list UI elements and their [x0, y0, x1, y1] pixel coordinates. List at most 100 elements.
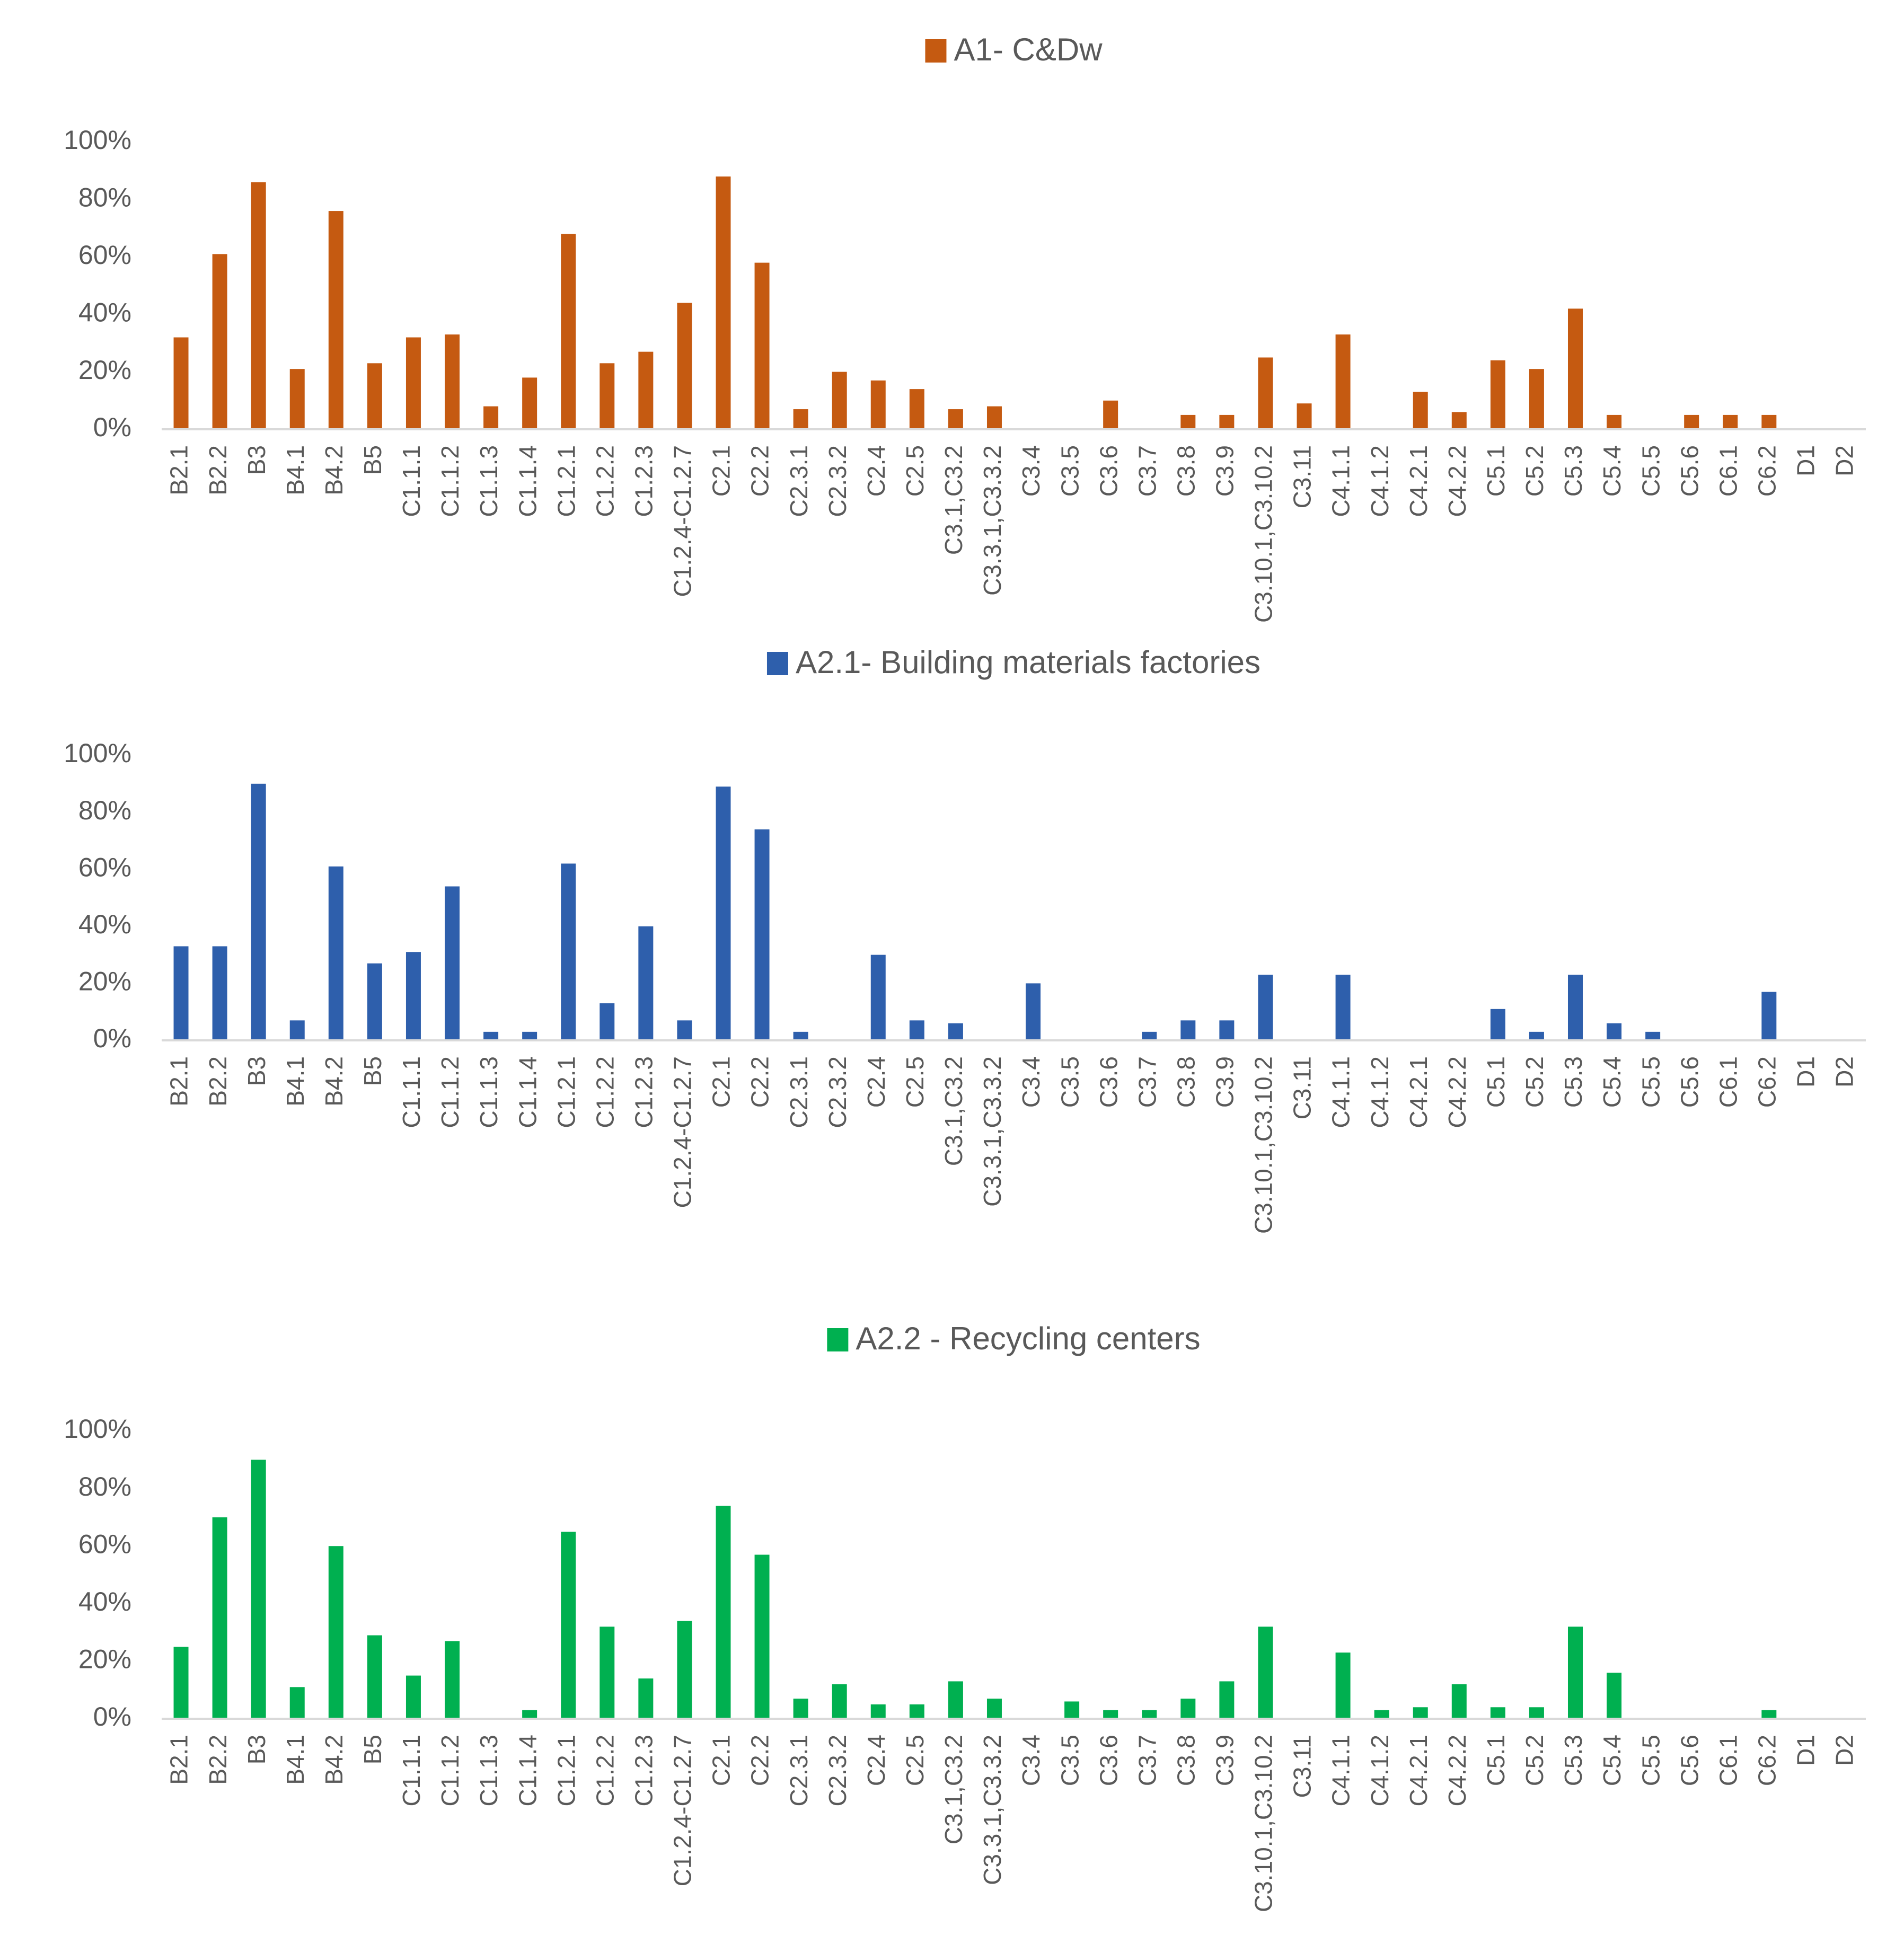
bar-B4.2	[328, 211, 343, 429]
x-tick-label: D2	[1831, 1056, 1858, 1088]
x-tick-label: C4.2.2	[1443, 445, 1471, 517]
y-tick-label: 40%	[78, 297, 131, 327]
x-tick-label: C3.4	[1017, 1735, 1045, 1786]
x-tick-label: B4.1	[281, 445, 309, 496]
bar-C2.5	[909, 1704, 924, 1719]
x-tick-label: C2.2	[746, 1056, 774, 1108]
bar-C3.10.1,C3.10.2	[1258, 1627, 1273, 1719]
x-tick-label: C1.1.4	[514, 1056, 541, 1128]
bar-C2.2	[754, 1554, 770, 1719]
x-tick-label: C5.4	[1598, 1735, 1626, 1786]
x-tick-label: C5.1	[1482, 1056, 1510, 1108]
bar-C5.2	[1529, 369, 1544, 429]
x-tick-label: C3.7	[1133, 445, 1161, 497]
x-tick-label: C3.1,C3.2	[940, 1056, 967, 1166]
x-tick-label: C5.1	[1482, 445, 1510, 497]
x-tick-label: C2.1	[708, 1735, 735, 1786]
bar-C2.1	[716, 1506, 731, 1719]
x-tick-label: C2.4	[862, 445, 890, 497]
bar-C6.2	[1761, 414, 1777, 429]
x-tick-label: C5.5	[1637, 445, 1664, 497]
bar-C3.8	[1180, 414, 1196, 429]
bar-C1.1.1	[406, 1675, 421, 1719]
bar-C5.1	[1490, 1707, 1505, 1719]
bar-C3.3.1,C3.3.2	[986, 406, 1002, 429]
bar-C4.1.2	[1374, 1710, 1389, 1719]
x-tick-label: B5	[359, 1735, 386, 1764]
bar-B3	[251, 1460, 266, 1719]
bar-C1.2.4-C1.2.7	[677, 1020, 692, 1040]
x-tick-label: C2.3.2	[824, 445, 851, 517]
x-tick-label: C3.10.1,C3.10.2	[1250, 445, 1277, 623]
x-tick-label: C5.5	[1637, 1735, 1664, 1786]
bar-C6.1	[1723, 414, 1738, 429]
bar-C5.3	[1567, 1627, 1583, 1719]
bar-C1.1.2	[445, 334, 460, 429]
x-tick-label: C3.6	[1095, 445, 1122, 497]
legend-swatch	[827, 1328, 849, 1351]
x-tick-label: C2.5	[901, 1056, 929, 1108]
x-tick-label: B2.1	[165, 445, 193, 496]
bar-C6.2	[1761, 992, 1777, 1040]
bar-C2.4	[870, 1704, 886, 1719]
x-tick-label: C5.2	[1521, 1735, 1548, 1786]
x-tick-label: C6.1	[1714, 1735, 1742, 1786]
bar-B2.1	[173, 946, 189, 1040]
x-tick-label: C5.2	[1521, 1056, 1548, 1108]
x-tick-label: B4.2	[320, 1056, 348, 1107]
x-tick-label: C3.1,C3.2	[940, 445, 967, 555]
bar-C6.2	[1761, 1710, 1777, 1719]
bar-B5	[367, 963, 382, 1040]
x-tick-label: C6.2	[1753, 445, 1780, 497]
x-tick-label: C2.3.2	[824, 1056, 851, 1128]
y-tick-label: 0%	[93, 1702, 131, 1731]
bar-C1.1.3	[483, 406, 499, 429]
x-tick-label: C3.8	[1172, 1735, 1200, 1786]
x-tick-label: B5	[359, 445, 386, 475]
x-tick-label: C3.3.1,C3.3.2	[979, 445, 1006, 596]
x-tick-label: C1.2.1	[552, 445, 580, 517]
x-tick-label: C1.2.1	[552, 1056, 580, 1128]
legend-label: A1- C&Dw	[954, 32, 1103, 67]
bar-B5	[367, 1635, 382, 1719]
x-tick-label: B2.2	[204, 1056, 232, 1107]
bar-B2.2	[212, 254, 227, 429]
x-tick-label: C5.6	[1676, 1735, 1703, 1786]
x-tick-label: D1	[1792, 445, 1820, 476]
bar-C2.5	[909, 1020, 924, 1040]
bar-C3.4	[1026, 983, 1041, 1040]
bar-B4.2	[328, 866, 343, 1040]
bar-C3.6	[1103, 400, 1118, 429]
x-tick-label: C2.1	[708, 445, 735, 497]
legend-label: A2.2 - Recycling centers	[856, 1321, 1200, 1356]
bar-B2.1	[173, 1647, 189, 1719]
bar-C3.3.1,C3.3.2	[986, 1698, 1002, 1719]
bar-C2.3.2	[832, 1684, 847, 1719]
x-tick-label: C4.2.1	[1405, 445, 1432, 517]
x-tick-label: C5.4	[1598, 445, 1626, 497]
y-tick-label: 20%	[78, 355, 131, 385]
x-tick-label: C3.6	[1095, 1056, 1122, 1108]
bar-C2.2	[754, 829, 770, 1040]
legend-swatch	[766, 652, 788, 675]
y-tick-label: 40%	[78, 909, 131, 939]
bar-C2.5	[909, 389, 924, 429]
bar-C3.1,C3.2	[948, 409, 963, 429]
x-tick-label: C6.2	[1753, 1735, 1780, 1786]
bar-C4.1.1	[1335, 975, 1351, 1040]
x-tick-label: C2.4	[862, 1735, 890, 1786]
bar-C1.1.4	[522, 1031, 537, 1040]
x-tick-label: C1.2.3	[630, 445, 658, 517]
bar-C4.1.1	[1335, 1653, 1351, 1719]
bar-B4.1	[289, 1020, 305, 1040]
x-tick-label: C3.7	[1133, 1735, 1161, 1786]
x-tick-label: C2.5	[901, 445, 929, 497]
bar-C1.1.1	[406, 952, 421, 1040]
bar-C5.5	[1645, 1031, 1661, 1040]
x-tick-label: C5.3	[1559, 1735, 1587, 1786]
x-tick-label: D1	[1792, 1735, 1820, 1766]
bar-C1.1.3	[483, 1031, 499, 1040]
x-tick-label: C3.8	[1172, 445, 1200, 497]
bar-B4.2	[328, 1546, 343, 1719]
